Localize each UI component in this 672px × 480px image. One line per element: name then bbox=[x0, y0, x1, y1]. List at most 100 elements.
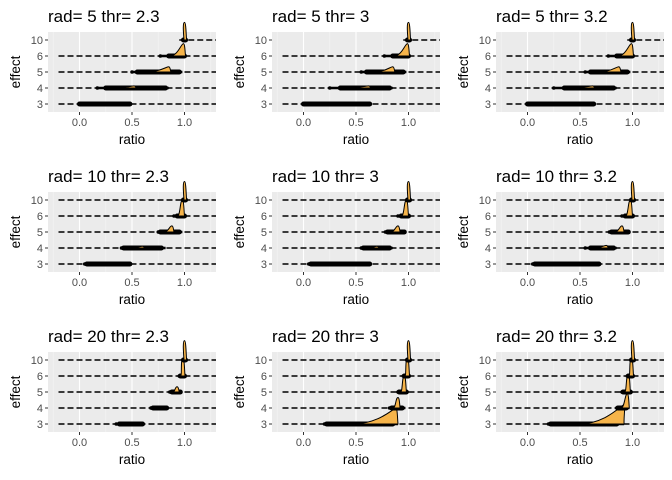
density-peak bbox=[345, 85, 372, 89]
ridge-6 bbox=[58, 43, 216, 59]
x-tick-label: 1.0 bbox=[401, 117, 416, 129]
ridge-min-point bbox=[401, 374, 406, 378]
x-tick-label: 0.5 bbox=[572, 117, 587, 129]
ridge-min-point bbox=[114, 422, 119, 426]
ridge-min-point bbox=[156, 230, 161, 234]
y-tick-label: 10 bbox=[31, 355, 43, 367]
y-tick-label: 6 bbox=[37, 371, 43, 383]
ridge-3 bbox=[58, 421, 216, 427]
y-tick-label: 4 bbox=[261, 403, 267, 415]
density-peak bbox=[630, 340, 636, 361]
y-tick-label: 5 bbox=[261, 227, 267, 239]
x-axis-title: ratio bbox=[119, 132, 145, 147]
ridge-min-point bbox=[607, 230, 612, 234]
y-tick-label: 3 bbox=[261, 419, 267, 431]
y-tick-label: 5 bbox=[485, 387, 491, 399]
ridge-6 bbox=[282, 199, 440, 219]
y-tick-label: 10 bbox=[479, 195, 491, 207]
x-tick-label: 0.5 bbox=[348, 437, 363, 449]
density-peak bbox=[630, 21, 636, 41]
panel-title: rad= 10 thr= 3 bbox=[272, 167, 379, 186]
density-peak bbox=[182, 21, 188, 41]
ridge-6 bbox=[58, 199, 216, 219]
x-tick-label: 1.0 bbox=[177, 277, 192, 289]
x-axis-title: ratio bbox=[343, 292, 369, 307]
y-tick-label: 5 bbox=[261, 67, 267, 79]
ridge-min-point bbox=[359, 70, 364, 74]
y-tick-label: 5 bbox=[37, 227, 43, 239]
ridge-5 bbox=[282, 66, 440, 75]
density-peak bbox=[373, 66, 396, 73]
density-peak bbox=[569, 85, 596, 89]
x-tick-label: 0.0 bbox=[296, 437, 311, 449]
x-tick-label: 0.0 bbox=[72, 437, 87, 449]
x-tick-label: 0.5 bbox=[572, 437, 587, 449]
facet-panel-1: rad= 5 thr= 3 3 4 5 6 10 0.0 0.5 1.0 ratio effect bbox=[232, 7, 440, 147]
y-tick-label: 4 bbox=[37, 403, 43, 415]
y-tick-label: 4 bbox=[261, 243, 267, 255]
ridge-min-point bbox=[583, 246, 588, 250]
y-tick-label: 10 bbox=[31, 35, 43, 47]
y-tick-label: 6 bbox=[485, 211, 491, 223]
ridge-min-point bbox=[119, 246, 124, 250]
y-axis-title: effect bbox=[8, 215, 23, 248]
x-tick-label: 1.0 bbox=[625, 437, 640, 449]
ridge-3 bbox=[282, 261, 440, 267]
ridge-min-point bbox=[130, 70, 134, 74]
facet-panel-2: rad= 5 thr= 3.2 3 4 5 6 10 0.0 0.5 1.0 ratio effec… bbox=[456, 7, 664, 147]
ridge-min-point bbox=[301, 102, 306, 106]
x-axis-title: ratio bbox=[119, 452, 145, 467]
density-peak bbox=[182, 340, 188, 361]
x-axis-title: ratio bbox=[567, 132, 593, 147]
density-peak bbox=[129, 245, 146, 249]
ridge-min-point bbox=[382, 54, 387, 58]
y-tick-label: 5 bbox=[37, 387, 43, 399]
ridge-min-point bbox=[158, 54, 163, 58]
x-tick-label: 0.0 bbox=[520, 117, 535, 129]
ridge-4 bbox=[58, 245, 216, 251]
facet-panel-4: rad= 10 thr= 3 3 4 5 6 10 0.0 0.5 1.0 ratio effect bbox=[232, 167, 440, 307]
density-peak bbox=[406, 340, 412, 361]
ridge-4 bbox=[282, 396, 440, 411]
x-tick-label: 0.0 bbox=[72, 117, 87, 129]
ridge-4 bbox=[58, 405, 216, 411]
density-peak bbox=[630, 181, 636, 201]
panel-title: rad= 20 thr= 3 bbox=[272, 327, 379, 346]
density-peak bbox=[392, 396, 401, 409]
x-tick-label: 0.5 bbox=[124, 437, 139, 449]
ridge-min-point bbox=[383, 230, 388, 234]
ridge-5 bbox=[58, 66, 216, 75]
y-tick-label: 5 bbox=[485, 227, 491, 239]
y-axis-title: effect bbox=[232, 215, 247, 248]
ridge-10 bbox=[282, 340, 440, 363]
y-tick-label: 3 bbox=[37, 419, 43, 431]
density-peak bbox=[406, 181, 412, 201]
density-peak bbox=[182, 181, 188, 201]
density-peak bbox=[172, 386, 180, 393]
ridge-min-point bbox=[530, 262, 535, 266]
ridge-min-point bbox=[149, 406, 153, 410]
ridge-min-point bbox=[387, 406, 392, 410]
density-peak bbox=[598, 66, 622, 73]
x-tick-label: 1.0 bbox=[177, 437, 192, 449]
density-peak bbox=[146, 66, 172, 73]
x-tick-label: 0.5 bbox=[124, 277, 139, 289]
y-tick-label: 6 bbox=[37, 211, 43, 223]
y-axis-title: effect bbox=[232, 375, 247, 408]
ridge-min-point bbox=[620, 390, 624, 394]
y-tick-label: 10 bbox=[255, 35, 267, 47]
ridge-min-point bbox=[606, 54, 611, 58]
y-tick-label: 6 bbox=[261, 51, 267, 63]
ridge-3 bbox=[58, 101, 216, 107]
y-tick-label: 4 bbox=[485, 403, 491, 415]
x-tick-label: 0.0 bbox=[520, 437, 535, 449]
ridge-5 bbox=[506, 225, 664, 235]
ridge-min-point bbox=[327, 86, 332, 90]
x-tick-label: 1.0 bbox=[401, 277, 416, 289]
y-axis-title: effect bbox=[456, 55, 471, 88]
y-tick-label: 6 bbox=[485, 371, 491, 383]
x-axis-title: ratio bbox=[343, 452, 369, 467]
x-axis-title: ratio bbox=[567, 292, 593, 307]
density-peak bbox=[406, 21, 412, 41]
x-tick-label: 1.0 bbox=[177, 117, 192, 129]
